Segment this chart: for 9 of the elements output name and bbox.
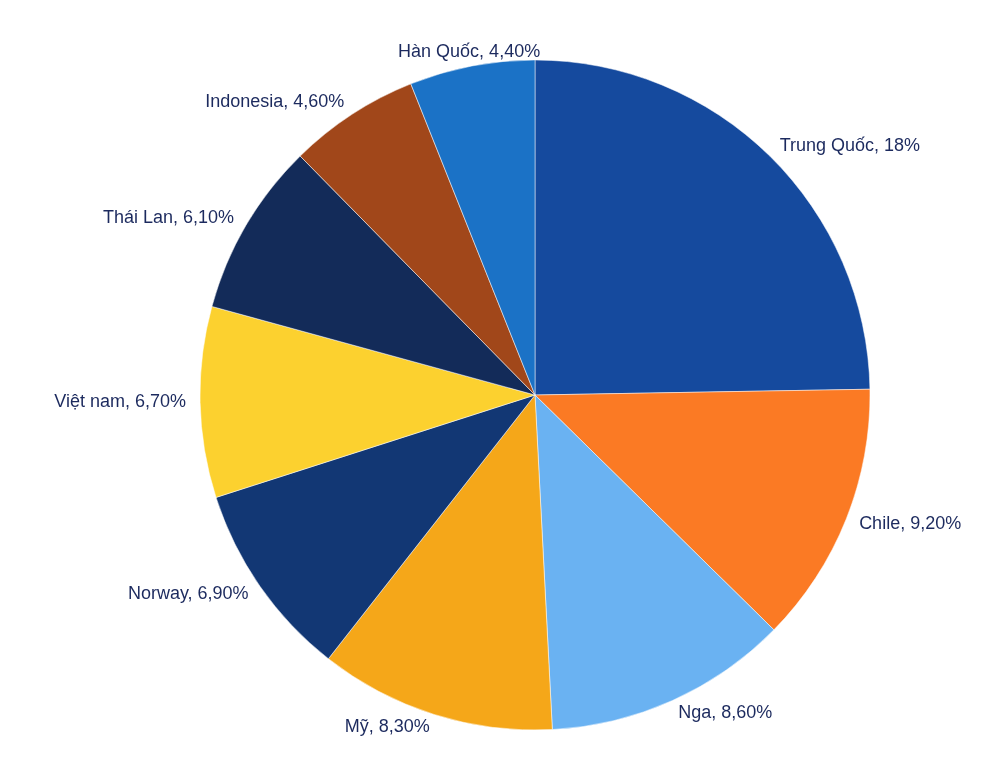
slice-label: Chile, 9,20%	[859, 513, 962, 534]
slice-label: Norway, 6,90%	[127, 583, 249, 604]
slice-label: Nga, 8,60%	[678, 702, 773, 722]
slice-label: Thái Lan, 6,10%	[102, 207, 235, 228]
slice-label: Hàn Quốc, 4,40%	[398, 41, 541, 62]
slice-label: Trung Quốc, 18%	[779, 134, 921, 155]
slice-label: Việt nam, 6,70%	[54, 391, 187, 412]
slice-label: Indonesia, 4,60%	[205, 91, 345, 112]
slice-label: Mỹ, 8,30%	[344, 716, 430, 737]
